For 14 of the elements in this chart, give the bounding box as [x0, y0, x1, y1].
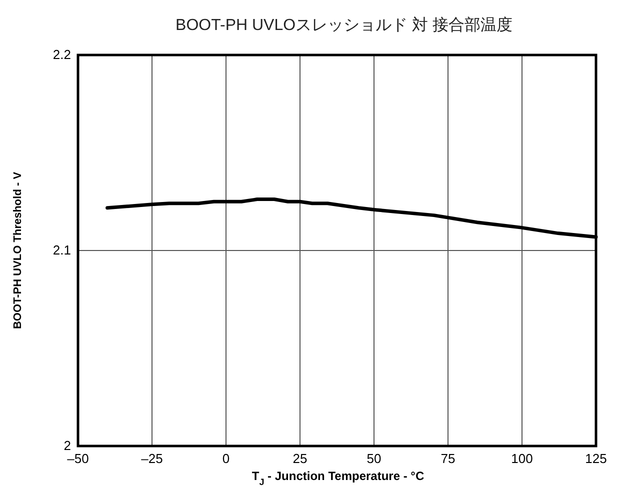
- x-tick-label: 25: [292, 451, 308, 466]
- x-tick-label: 125: [585, 451, 607, 466]
- chart-title: BOOT-PH UVLOスレッショルド 対 接合部温度: [176, 16, 512, 34]
- x-tick-label: 50: [366, 451, 382, 466]
- x-tick-label: –25: [141, 451, 163, 466]
- x-axis-title: T$_{J}$ - Junction Temperature - °C: [252, 469, 424, 487]
- x-tick-label: 100: [511, 451, 533, 466]
- x-tick-label: –50: [67, 451, 89, 466]
- x-tick-label: 0: [222, 451, 230, 466]
- y-tick-label: 2: [64, 438, 71, 453]
- y-tick-label: 2.2: [52, 47, 71, 62]
- y-axis-title: BOOT-PH UVLO Threshold - V: [12, 171, 24, 330]
- y-tick-label: 2.1: [52, 242, 71, 258]
- x-tick-label: 75: [440, 451, 456, 466]
